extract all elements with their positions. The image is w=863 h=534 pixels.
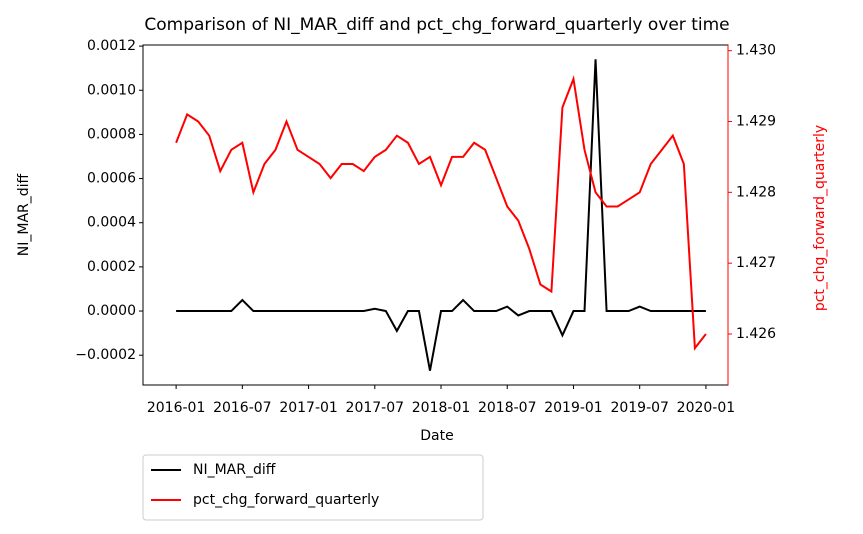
chart-title: Comparison of NI_MAR_diff and pct_chg_fo…: [144, 15, 729, 35]
x-tick-label: 2017-07: [346, 400, 405, 416]
x-tick-label: 2019-07: [610, 400, 669, 416]
plot-frame: [142, 44, 729, 386]
y-tick-label: 0.0004: [87, 215, 136, 231]
y-tick-label: −0.0002: [75, 347, 136, 363]
x-axis-label: Date: [420, 428, 453, 444]
x-tick-label: 2019-01: [544, 400, 603, 416]
x-tick-label: 2018-01: [412, 400, 471, 416]
legend-label: NI_MAR_diff: [193, 462, 276, 478]
line-series: [175, 75, 707, 351]
y-tick-label: 0.0006: [87, 171, 136, 187]
x-tick-label: 2016-07: [213, 400, 272, 416]
x-tick-label: 2020-01: [677, 400, 736, 416]
x-tick-label: 2017-01: [279, 400, 338, 416]
y-tick-label: 0.0000: [87, 303, 136, 319]
y-tick-label: 0.0008: [87, 126, 136, 142]
y2-tick-label: 1.426: [736, 326, 776, 342]
legend-label: pct_chg_forward_quarterly: [193, 492, 379, 508]
y2-tick-label: 1.428: [736, 184, 776, 200]
y2-tick-label: 1.429: [736, 114, 776, 130]
y-tick-label: 0.0012: [87, 38, 136, 54]
line-series: [176, 59, 706, 371]
y-tick-label: 0.0010: [87, 82, 136, 98]
y2-tick-label: 1.427: [736, 255, 776, 271]
x-tick-label: 2018-07: [478, 400, 537, 416]
legend-box: [142, 454, 484, 521]
x-tick-label: 2016-01: [147, 400, 206, 416]
y-tick-label: 0.0002: [87, 259, 136, 275]
y-axis-label: NI_MAR_diff: [16, 173, 32, 256]
y2-axis-label: pct_chg_forward_quarterly: [812, 125, 828, 311]
y2-tick-label: 1.430: [736, 43, 776, 59]
